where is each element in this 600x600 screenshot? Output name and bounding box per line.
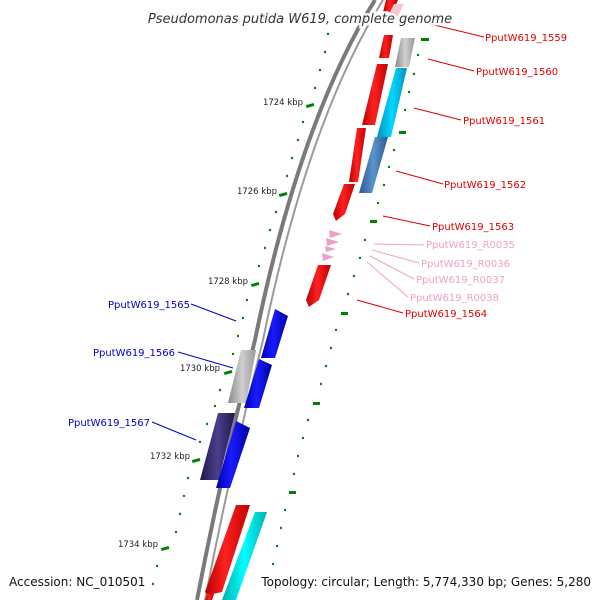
left-label-leaders (151, 303, 237, 441)
gene-1567[interactable] (200, 413, 235, 480)
left-gene-labels: PputW619_1565 PputW619_1566 PputW619_156… (68, 300, 190, 429)
kbp-label-1728: 1728 kbp (208, 277, 248, 287)
gene-label-r0037[interactable]: PputW619_R0037 (416, 275, 505, 286)
gene-1562[interactable] (359, 137, 388, 193)
gene-label-1565[interactable]: PputW619_1565 (108, 300, 190, 311)
gene-1561[interactable] (377, 68, 407, 137)
gene-label-1562[interactable]: PputW619_1562 (444, 180, 526, 191)
rna-r0037[interactable] (325, 246, 336, 252)
right-gene-labels: PputW619_1559 PputW619_1560 PputW619_156… (405, 33, 567, 320)
rna-r0038[interactable] (322, 253, 334, 261)
forward-strand-genes (205, 0, 415, 600)
gene-label-1566[interactable]: PputW619_1566 (93, 348, 175, 359)
right-tick-track (270, 38, 429, 584)
gene-1560-left[interactable] (379, 35, 393, 58)
left-tick-track (151, 32, 330, 586)
map-title: Pseudomonas putida W619, complete genome (148, 12, 452, 27)
gene-label-r0035[interactable]: PputW619_R0035 (426, 240, 515, 251)
gene-1564[interactable] (306, 265, 331, 307)
gene-label-1567[interactable]: PputW619_1567 (68, 418, 150, 429)
gene-label-1560[interactable]: PputW619_1560 (476, 67, 558, 78)
kbp-labels: 1724 kbp 1726 kbp 1728 kbp 1730 kbp 1732… (118, 98, 303, 550)
gene-1561-red[interactable] (362, 64, 388, 125)
kbp-label-1730: 1730 kbp (180, 364, 220, 374)
kbp-label-1726: 1726 kbp (237, 187, 277, 197)
gene-1563[interactable] (333, 184, 355, 221)
gene-1566b[interactable] (244, 359, 272, 408)
gene-label-r0036[interactable]: PputW619_R0036 (421, 259, 510, 270)
kbp-label-1724: 1724 kbp (263, 98, 303, 108)
rna-r0035[interactable] (329, 230, 342, 238)
gene-bottom-aqua[interactable] (222, 512, 267, 600)
gene-label-1564[interactable]: PputW619_1564 (405, 309, 487, 320)
gene-1562-red[interactable] (349, 128, 366, 182)
gene-1565[interactable] (261, 309, 288, 358)
kbp-label-1732: 1732 kbp (150, 452, 190, 462)
reverse-strand-genes (200, 309, 288, 600)
gene-1566[interactable] (228, 350, 256, 403)
backbone (195, 0, 384, 600)
accession-text: Accession: NC_010501 (9, 575, 145, 589)
gene-label-r0038[interactable]: PputW619_R0038 (410, 293, 499, 304)
gene-1559-pale[interactable] (388, 4, 404, 16)
gene-label-1561[interactable]: PputW619_1561 (463, 116, 545, 127)
gene-1560[interactable] (395, 38, 415, 67)
gene-bottom-left-red[interactable] (205, 594, 214, 600)
gene-1567b[interactable] (216, 421, 250, 488)
rna-r0036[interactable] (326, 238, 339, 246)
topology-text: Topology: circular; Length: 5,774,330 bp… (260, 575, 591, 589)
right-label-leaders (356, 23, 485, 314)
kbp-label-1734: 1734 kbp (118, 540, 158, 550)
gene-label-1559[interactable]: PputW619_1559 (485, 33, 567, 44)
gene-bottom-red[interactable] (205, 505, 250, 595)
gene-label-1563[interactable]: PputW619_1563 (432, 222, 514, 233)
